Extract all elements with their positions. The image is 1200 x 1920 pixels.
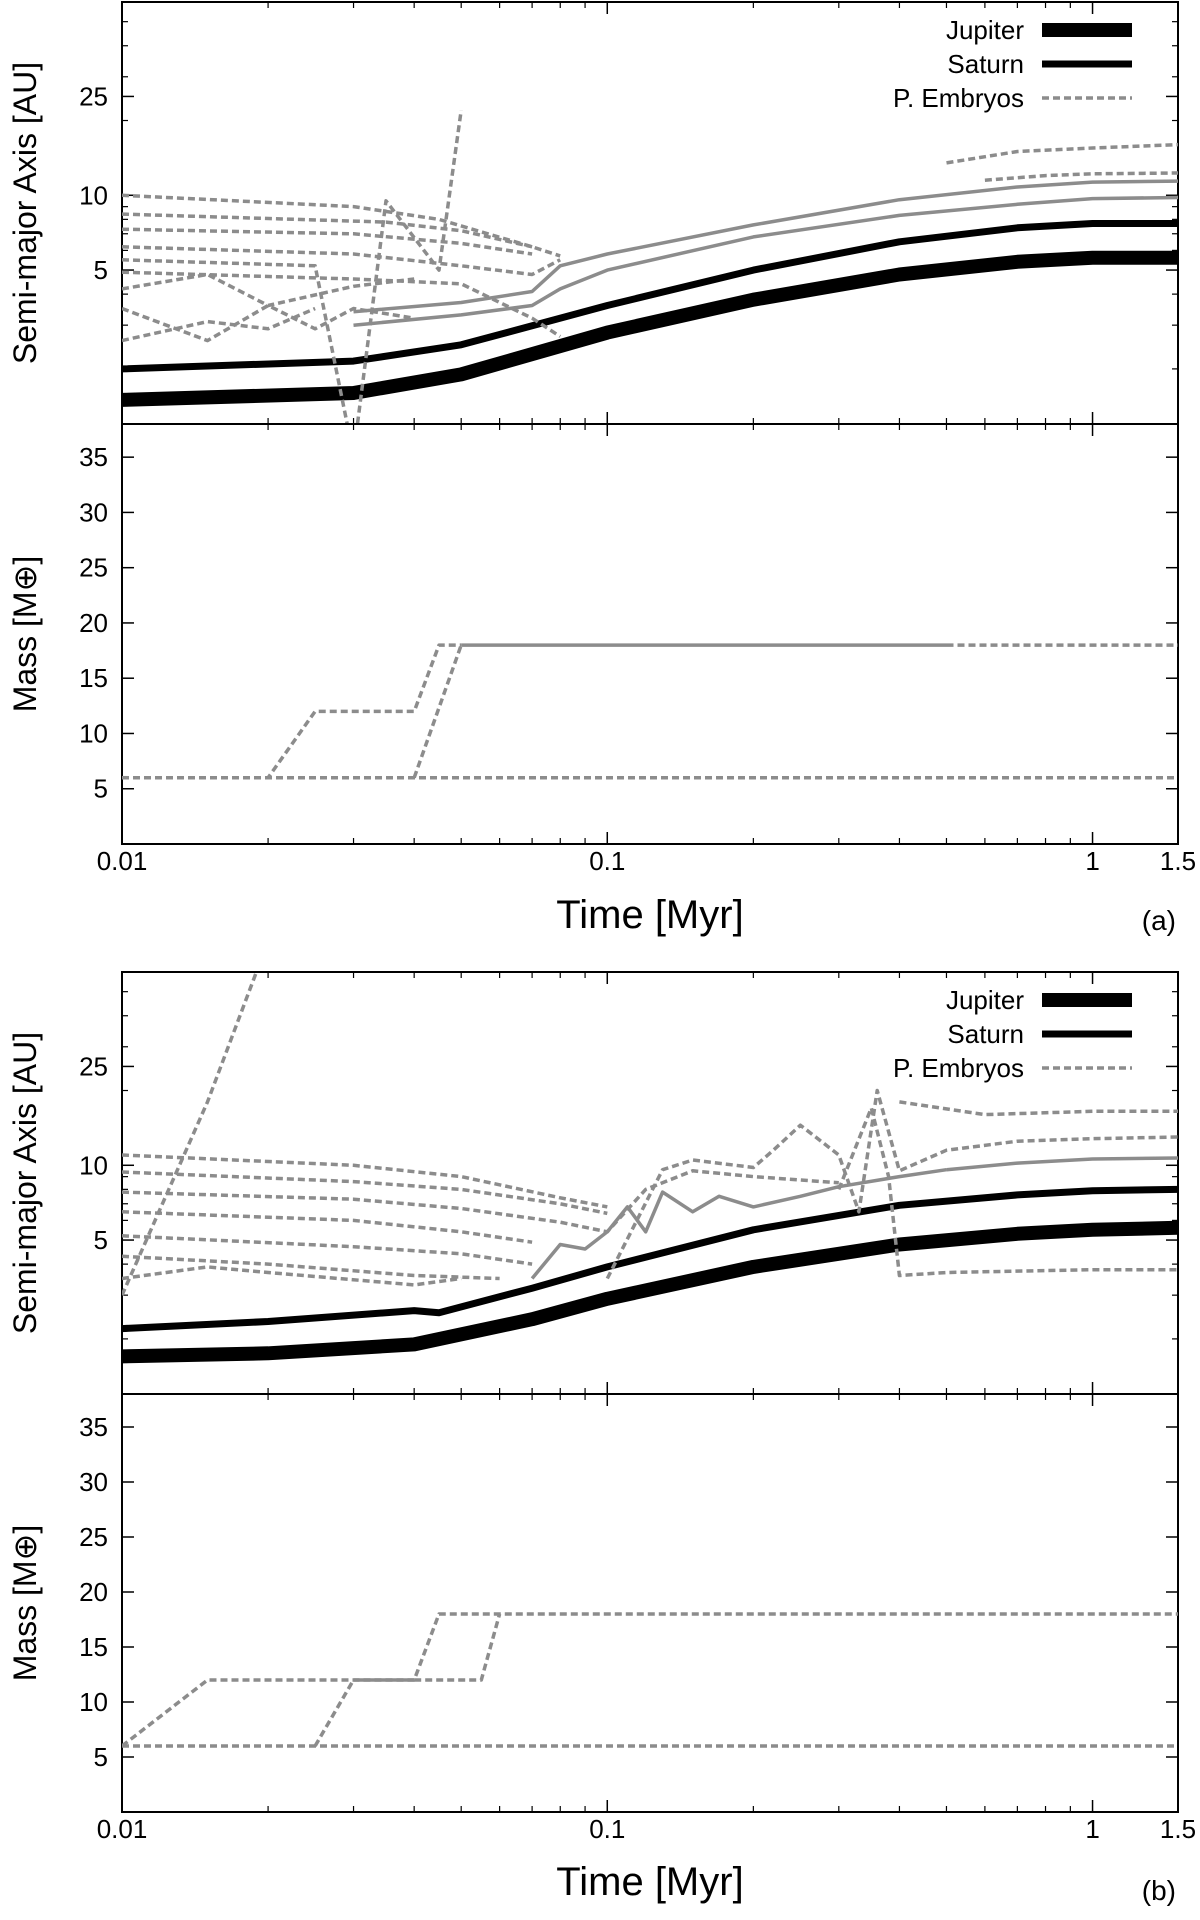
mass-subplot: 5 10 15 20 25 30 35 Mass [M⊕] (7, 1393, 1179, 1813)
y-tick-label: 10 (79, 180, 108, 210)
y-tick-label: 15 (79, 663, 108, 693)
series-line-embryo (605, 1088, 1178, 1280)
legend: Jupiter Saturn P. Embryos (893, 15, 1132, 113)
semimajor-axis-subplot: 5 10 25 Semi-major Axis [AU] Jupiter Saturn P.… (7, 1, 1179, 425)
y-tick-label: 10 (79, 1687, 108, 1717)
series-line-embryo (122, 1265, 462, 1287)
panel-label: (a) (1142, 905, 1176, 936)
series-line-embryo (530, 1167, 947, 1280)
series-line-embryo (946, 142, 1178, 165)
series-line-saturn (122, 1185, 1178, 1333)
series-group (122, 643, 1178, 780)
legend-label: P. Embryos (893, 1053, 1024, 1083)
y-tick-label: 25 (79, 81, 108, 111)
legend-label: Jupiter (946, 985, 1024, 1015)
y-tick-label: 5 (94, 1742, 108, 1772)
y-axis-label: Mass [M⊕] (7, 556, 43, 713)
x-tick-label: 0.1 (589, 846, 625, 876)
series-line-embryo (122, 1234, 533, 1266)
series-line-embryo (122, 1210, 533, 1244)
x-tick-label: 1 (1085, 1814, 1099, 1844)
series-line-embryo (122, 643, 462, 780)
series-line-embryo (122, 1254, 500, 1281)
semimajor-axis-subplot: 5 10 25 Semi-major Axis [AU] Jupiter Saturn P.… (7, 971, 1179, 1395)
series-line-embryo (122, 1153, 608, 1209)
y-axis-label: Mass [M⊕] (7, 1525, 43, 1682)
series-group (122, 1612, 1178, 1748)
series-line-embryo (984, 171, 1178, 182)
legend-label: Saturn (947, 1019, 1024, 1049)
x-tick-label: 1.5 (1160, 1814, 1196, 1844)
y-tick-label: 5 (94, 774, 108, 804)
panel-b: 5 10 25 Semi-major Axis [AU] Jupiter Saturn P.… (7, 971, 1196, 1906)
x-tick-label: 1 (1085, 846, 1099, 876)
series-line-embryo (412, 644, 463, 779)
series-line-embryo (122, 270, 562, 338)
series-line-embryo (353, 195, 1178, 327)
series-line-jupiter (122, 1220, 1178, 1364)
series-line-p-embryos (122, 972, 259, 1296)
series-line-embryo (122, 227, 533, 256)
x-tick-label: 0.01 (97, 846, 148, 876)
y-tick-label: 35 (79, 1412, 108, 1442)
panel-a: 5 10 25 Semi-major Axis [AU] Jupiter Saturn P.… (7, 1, 1196, 937)
x-axis-label: Time [Myr] (556, 1860, 743, 1904)
y-tick-label: 10 (79, 718, 108, 748)
series-line-embryo (353, 179, 1178, 314)
legend-label: Jupiter (946, 15, 1024, 45)
legend-label: Saturn (947, 49, 1024, 79)
y-tick-label: 20 (79, 608, 108, 638)
legend-label: P. Embryos (893, 83, 1024, 113)
y-tick-label: 10 (79, 1150, 108, 1180)
series-line-embryo (122, 272, 415, 308)
x-tick-label: 1.5 (1160, 846, 1196, 876)
series-line-embryo (313, 1679, 356, 1747)
x-tick-label: 0.1 (589, 1814, 625, 1844)
y-tick-label: 35 (79, 442, 108, 472)
plot-frame (121, 1393, 1179, 1813)
series-line-embryo (899, 1100, 1178, 1117)
series-line-jupiter (122, 250, 1178, 407)
y-tick-label: 30 (79, 497, 108, 527)
x-axis-label: Time [Myr] (556, 893, 743, 937)
legend: Jupiter Saturn P. Embryos (893, 985, 1132, 1083)
y-tick-label: 15 (79, 1632, 108, 1662)
series-line-embryo (946, 1156, 1178, 1172)
panel-label: (b) (1142, 1875, 1176, 1906)
y-tick-label: 25 (79, 553, 108, 583)
series-line-embryo (122, 1170, 608, 1216)
series-line-embryo (122, 109, 463, 424)
series-line-embryo (837, 1106, 1178, 1278)
series-group (122, 109, 1178, 424)
y-tick-label: 25 (79, 1051, 108, 1081)
series-line-embryo (122, 245, 562, 277)
series-line-saturn (122, 220, 1178, 373)
series-line-embryo (122, 212, 533, 249)
y-tick-label: 30 (79, 1467, 108, 1497)
plot-frame (121, 423, 1179, 845)
series-line-embryo (414, 1613, 502, 1682)
mass-subplot: 5 10 15 20 25 30 35 Mass [M⊕] (7, 423, 1179, 845)
series-line-p-embryos (122, 193, 561, 258)
y-tick-label: 20 (79, 1577, 108, 1607)
y-axis-label: Semi-major Axis [AU] (7, 1032, 43, 1334)
series-group (122, 972, 1178, 1364)
series-line-embryo (122, 1612, 1178, 1748)
y-tick-label: 5 (94, 255, 108, 285)
y-axis-label: Semi-major Axis [AU] (7, 62, 43, 364)
y-tick-label: 5 (94, 1225, 108, 1255)
y-tick-label: 25 (79, 1522, 108, 1552)
x-tick-label: 0.01 (97, 1814, 148, 1844)
